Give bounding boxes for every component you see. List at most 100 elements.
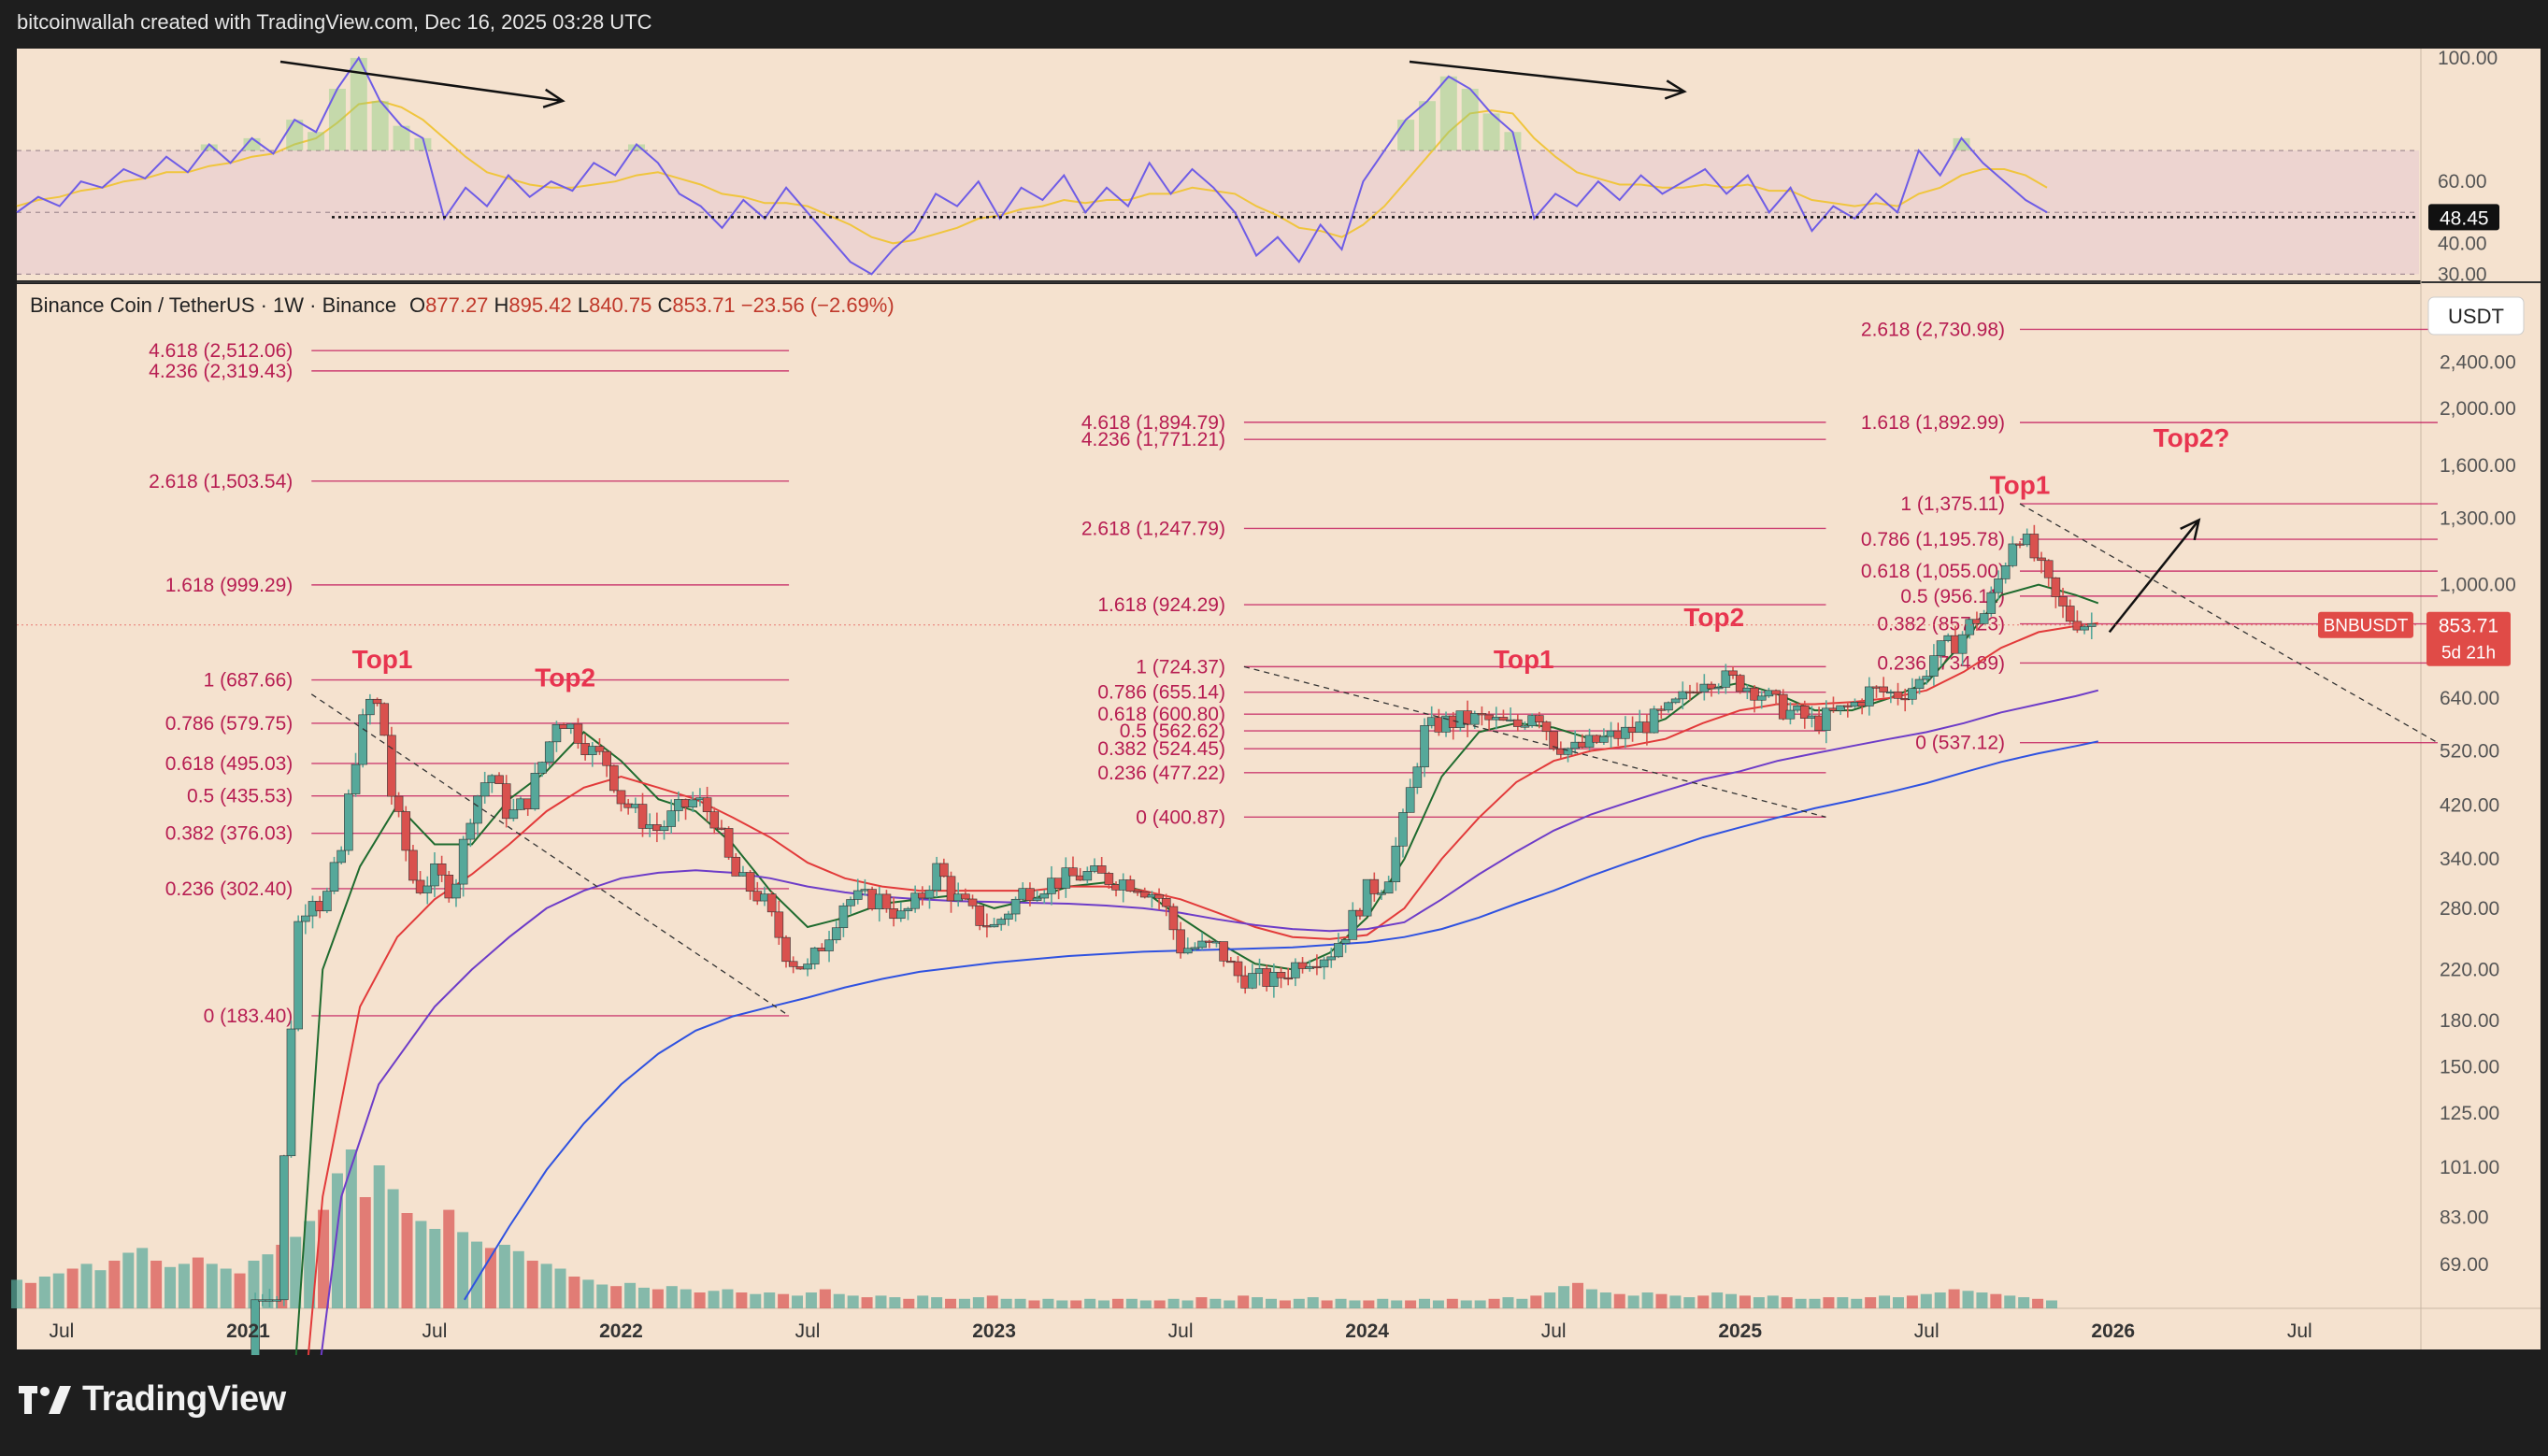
candle-body (788, 961, 798, 967)
candle-body (1025, 888, 1035, 901)
x-tick-label: 2024 (1345, 1320, 1389, 1342)
volume-bar (931, 1297, 943, 1308)
tradingview-brand-text: TradingView (82, 1379, 286, 1419)
fib-label: 0 (183.40) (204, 1006, 293, 1027)
rsi-overbought-fill (328, 88, 346, 151)
fib-label: 0.786 (655.14) (1097, 682, 1225, 704)
candle-body (1865, 686, 1874, 707)
volume-bar (1265, 1298, 1277, 1308)
price-panel[interactable]: 4.618 (2,512.06)4.236 (2,319.43) 2.618 (1… (11, 293, 2439, 1355)
candle-body (688, 799, 698, 807)
volume-bar (52, 1273, 64, 1308)
candle-body (1936, 640, 1946, 656)
axis-background (2421, 49, 2541, 1349)
volume-bar (861, 1297, 873, 1308)
candle-body (594, 746, 605, 752)
top-annotation: Top1 (1990, 470, 2051, 499)
candle-body (437, 864, 447, 876)
candle-body (1004, 913, 1013, 920)
volume-bar (637, 1287, 650, 1308)
candle-body (480, 782, 490, 797)
rsi-overbought-fill (350, 57, 367, 151)
price-tick-label: 420.00 (2440, 795, 2499, 817)
volume-bar (1669, 1295, 1682, 1308)
candle-body (895, 910, 906, 920)
volume-bar (2032, 1298, 2044, 1308)
candle-body (1334, 943, 1343, 958)
candle-body (831, 927, 841, 941)
volume-bar (736, 1292, 748, 1308)
price-tick-label: 220.00 (2440, 959, 2499, 980)
volume-bar (945, 1298, 957, 1308)
candle-body (1326, 956, 1337, 961)
candle-body (1190, 947, 1200, 949)
rsi-overbought-fill (1461, 88, 1479, 151)
ohlc-key: C (657, 293, 672, 317)
candle-body (1965, 619, 1975, 635)
candle-body (846, 899, 855, 906)
candle-body (2008, 543, 2018, 566)
symbol-tag-badge (2318, 611, 2413, 638)
fib-label: 0.5 (562.62) (1120, 721, 1225, 742)
candle-body (731, 856, 741, 877)
volume-bar (457, 1232, 469, 1308)
volume-bar (1405, 1300, 1417, 1308)
candle-body (2065, 606, 2075, 622)
rsi-line (16, 55, 2048, 276)
volume-bar (847, 1295, 859, 1308)
volume-bar (958, 1298, 970, 1308)
rsi-overbought-fill (286, 120, 304, 151)
price-background (17, 284, 2421, 1349)
candle-body (473, 795, 482, 824)
projection-arrow-head (2180, 518, 2201, 541)
unit-button[interactable] (2427, 296, 2525, 335)
candle-body (1512, 719, 1523, 727)
volume-bar (122, 1252, 135, 1308)
volume-bar (526, 1261, 538, 1308)
rsi-overbought-fill (200, 144, 218, 151)
rsi-tick-label: 100.00 (2438, 48, 2498, 69)
candle-body (1908, 688, 1917, 700)
volume-bar (610, 1286, 623, 1308)
volume-bar (136, 1248, 149, 1308)
x-tick-label: 2021 (226, 1320, 270, 1342)
candle-body (709, 811, 720, 829)
candle-body (1125, 879, 1136, 892)
fib-label: 0.618 (495.03) (165, 753, 293, 775)
volume-bar (764, 1292, 776, 1308)
volume-bar (1613, 1293, 1625, 1308)
volume-bar (792, 1295, 804, 1308)
price-tick-label: 125.00 (2440, 1103, 2499, 1124)
candle-body (2051, 577, 2061, 597)
chart-canvas[interactable]: 4.618 (2,512.06)4.236 (2,319.43) 2.618 (1… (0, 45, 2548, 1355)
price-tick-label: 1,000.00 (2440, 575, 2516, 596)
volume-bar (178, 1263, 190, 1308)
price-tick-label: 1,600.00 (2440, 455, 2516, 477)
candle-body (2029, 534, 2040, 559)
candle-body (1319, 959, 1329, 968)
candle-body (637, 804, 648, 829)
price-tick-label: 2,000.00 (2440, 398, 2516, 420)
volume-bar (1056, 1300, 1068, 1308)
volume-bar (150, 1261, 163, 1308)
candle-body (803, 964, 812, 970)
volume-bar (1934, 1292, 1946, 1308)
candle-body (2037, 557, 2046, 562)
volume-bar (889, 1297, 901, 1308)
x-tick-label: 2022 (599, 1320, 643, 1342)
candle-body (1778, 693, 1788, 720)
fib-label: 0.618 (600.80) (1097, 704, 1225, 725)
x-tick-label: 2023 (972, 1320, 1016, 1342)
volume-bar (38, 1277, 50, 1308)
rsi-panel[interactable] (16, 55, 2419, 276)
candle-body (1469, 713, 1480, 725)
fib-label: 2.618 (1,503.54) (149, 471, 293, 492)
volume-bar (1028, 1300, 1040, 1308)
candle-body (2043, 560, 2054, 578)
rsi-divergence-arrow-2 (1409, 60, 1685, 93)
tradingview-logo[interactable]: TradingView (19, 1379, 286, 1420)
candle-body (766, 893, 777, 913)
fib-label: 0 (537.12) (1915, 733, 2005, 754)
fib-label: 1.618 (924.29) (1097, 594, 1225, 616)
candle-body (286, 1028, 296, 1157)
